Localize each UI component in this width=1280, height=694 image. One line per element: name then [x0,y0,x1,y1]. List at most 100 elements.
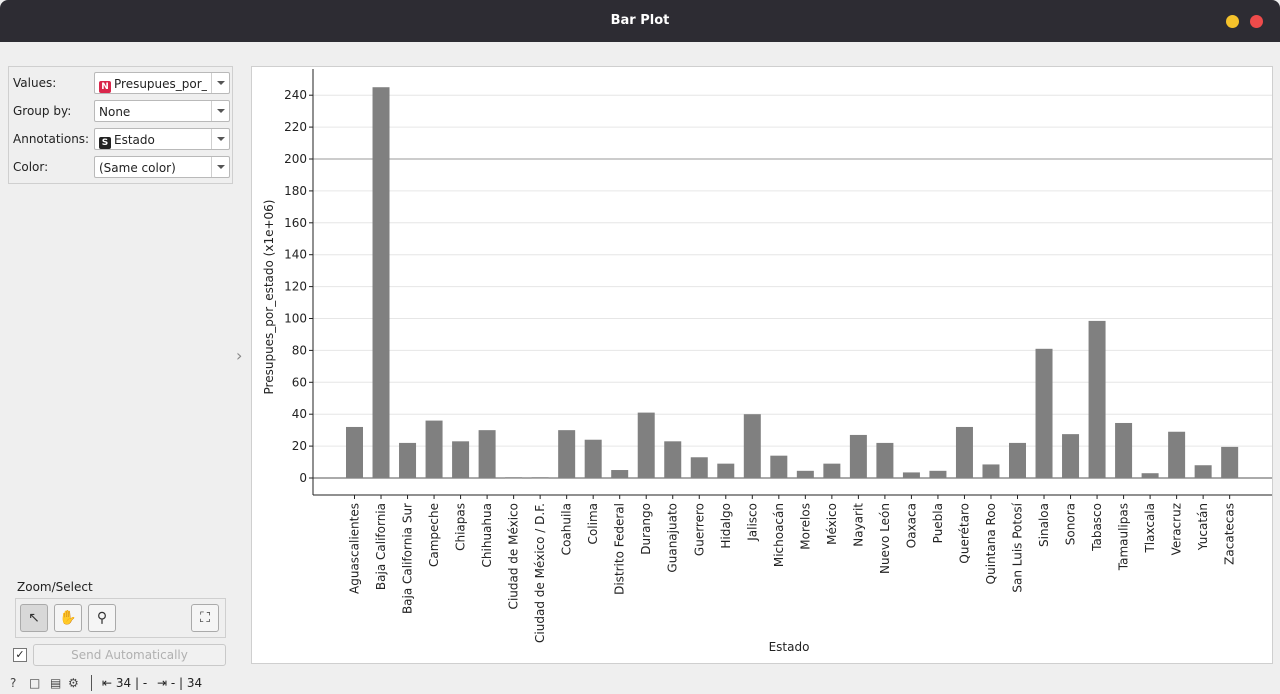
x-tick-label: Michoacán [772,503,786,567]
chevron-down-icon[interactable] [211,73,229,93]
x-tick-label: México [825,503,839,545]
group-combo-text: None [99,105,131,119]
controls-panel: Values: N Presupues_por_e Group by: None … [8,66,233,184]
x-tick-label: Baja California Sur [401,503,415,614]
x-tick-label: Oaxaca [904,503,918,548]
plot-area[interactable]: 0 20 40 60 80 100 120 140 160 180 200 220 240 Aguasca… [251,66,1273,664]
color-label: Color: [13,160,49,174]
bar [1168,431,1186,478]
y-tick-label: 100 [284,312,307,326]
chevron-down-icon[interactable] [211,129,229,149]
x-tick-label: Colima [586,503,600,544]
string-variable-icon: S [99,137,111,149]
pointer-icon[interactable]: ↖ [20,604,48,632]
status-bar: ? □ ▤ ⚙ ⇤ 34 | - ⇥ - | 34 [0,672,1280,694]
bar [1194,465,1212,478]
y-tick-label: 180 [284,184,307,198]
chevron-down-icon[interactable] [211,101,229,121]
help-icon[interactable]: ? [10,676,17,690]
send-automatically-checkbox[interactable]: ✓ [13,648,27,662]
y-tick-label: 40 [292,407,307,421]
x-tick-label: Tamaulipas [1117,503,1131,571]
values-row: Values: N Presupues_por_e [13,72,230,94]
y-tick-label: 0 [299,471,307,485]
values-combo[interactable]: N Presupues_por_e [94,72,230,94]
collapse-panel-chevron-icon[interactable]: › [236,346,243,365]
bar [505,477,523,479]
x-tick-label: Durango [639,503,653,555]
y-tick-label: 80 [292,343,307,357]
bar [664,441,682,478]
x-tick-label: Sinaloa [1037,503,1051,547]
y-tick-label: 140 [284,248,307,262]
x-tick-label: Tlaxcala [1143,503,1157,554]
y-tick-label: 240 [284,88,307,102]
x-tick-label: Guerrero [692,503,706,556]
bar-chart[interactable]: 0 20 40 60 80 100 120 140 160 180 200 220 240 Aguasca… [252,67,1272,663]
bar [743,414,761,478]
values-label: Values: [13,76,57,90]
save-icon[interactable]: □ [29,676,41,690]
color-row: Color: (Same color) [13,156,230,178]
group-label: Group by: [13,104,72,118]
x-tick-label: Jalisco [745,503,759,542]
fit-view-icon[interactable]: ⛶ [191,604,219,632]
bar [452,441,470,478]
zoom-select-label: Zoom/Select [17,580,93,594]
zoom-select-toolbar: ↖ ✋ ⚲ ⛶ [15,598,226,638]
color-combo[interactable]: (Same color) [94,156,230,178]
y-tick-label: 20 [292,439,307,453]
report-icon[interactable]: ▤ [50,676,62,690]
output-count-text: - | 34 [170,676,203,690]
pan-hand-icon[interactable]: ✋ [54,604,82,632]
bar [1062,434,1080,478]
bar [717,463,735,478]
x-tick-label: Tabasco [1090,503,1104,552]
bar [346,426,363,478]
x-tick-label: Puebla [931,503,945,543]
y-tick-label: 220 [284,120,307,134]
bar [796,470,814,478]
window-titlebar: Bar Plot [0,0,1280,42]
bar [531,477,549,479]
x-tick-label: Baja California [374,503,388,590]
bar [1009,442,1026,478]
x-axis-title: Estado [769,640,810,654]
annotations-row: Annotations: S Estado [13,128,230,150]
bar [982,464,1000,478]
output-count: ⇥ - | 34 [157,676,203,690]
bar [584,439,602,478]
x-tick-label: San Luis Potosí [1011,502,1025,592]
send-automatically-button[interactable]: Send Automatically [33,644,226,666]
y-tick-label: 120 [284,280,307,294]
chevron-down-icon[interactable] [211,157,229,177]
bar [902,472,920,478]
color-combo-text: (Same color) [99,161,176,175]
bar [823,463,841,478]
bar [1035,348,1053,478]
settings-icon[interactable]: ⚙ [68,676,79,690]
y-tick-label: 200 [284,152,307,166]
x-tick-label: Distrito Federal [613,503,627,595]
bar [558,430,576,478]
minimize-button[interactable] [1226,15,1239,28]
annotations-combo-text: Estado [114,133,155,147]
x-tick-label: Ciudad de México [507,503,521,609]
bar [637,412,655,478]
close-button[interactable] [1250,15,1263,28]
window-title: Bar Plot [610,13,670,28]
magnifier-icon[interactable]: ⚲ [88,604,116,632]
bar [876,442,894,478]
input-count-text: 34 | - [115,676,148,690]
x-tick-label: Aguascalientes [348,503,362,594]
group-combo[interactable]: None [94,100,230,122]
x-tick-label: Chiapas [454,503,468,551]
x-tick-label: Nayarit [851,503,865,547]
group-row: Group by: None [13,100,230,122]
input-count: ⇤ 34 | - [102,676,148,690]
bar [1141,473,1159,478]
x-tick-label: Yucatán [1196,503,1210,551]
bar [399,442,417,478]
annotations-combo[interactable]: S Estado [94,128,230,150]
bar [1088,320,1106,478]
